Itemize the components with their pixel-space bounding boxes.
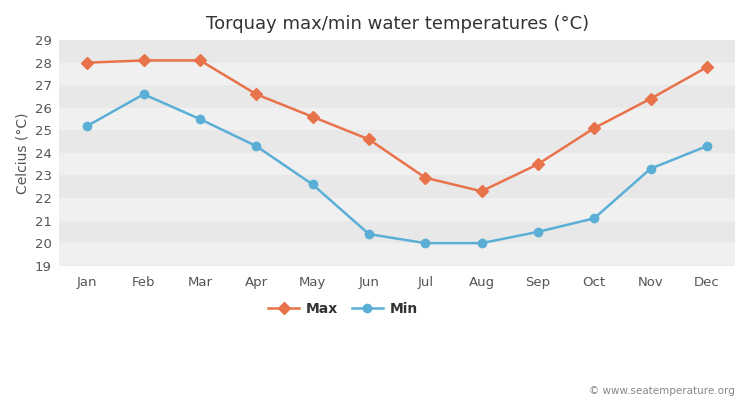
Min	[252, 144, 261, 148]
Bar	[59, 176, 735, 198]
Bar	[59, 108, 735, 130]
Min	[590, 216, 598, 221]
Max	[308, 114, 317, 119]
Title: Torquay max/min water temperatures (°C): Torquay max/min water temperatures (°C)	[206, 15, 589, 33]
Min	[646, 166, 655, 171]
Max	[702, 65, 711, 70]
Bar	[59, 198, 735, 220]
Bar	[59, 153, 735, 176]
Bar	[59, 63, 735, 85]
Min	[140, 92, 148, 97]
Min	[364, 232, 374, 236]
Line: Min: Min	[83, 90, 711, 247]
Min	[82, 124, 92, 128]
Bar	[59, 40, 735, 63]
Bar	[59, 220, 735, 243]
Min	[702, 144, 711, 148]
Text: © www.seatemperature.org: © www.seatemperature.org	[590, 386, 735, 396]
Max	[140, 58, 148, 63]
Max	[477, 189, 486, 194]
Bar	[59, 243, 735, 266]
Min	[196, 117, 205, 122]
Legend: Max, Min: Max, Min	[262, 297, 423, 322]
Y-axis label: Celcius (°C): Celcius (°C)	[15, 112, 29, 194]
Max	[646, 96, 655, 101]
Max	[533, 162, 542, 166]
Max	[82, 60, 92, 65]
Min	[308, 182, 317, 187]
Min	[477, 241, 486, 246]
Max	[364, 137, 374, 142]
Max	[196, 58, 205, 63]
Line: Max: Max	[83, 56, 711, 196]
Min	[421, 241, 430, 246]
Bar	[59, 130, 735, 153]
Max	[590, 126, 598, 130]
Max	[421, 175, 430, 180]
Min	[533, 230, 542, 234]
Bar	[59, 85, 735, 108]
Max	[252, 92, 261, 97]
